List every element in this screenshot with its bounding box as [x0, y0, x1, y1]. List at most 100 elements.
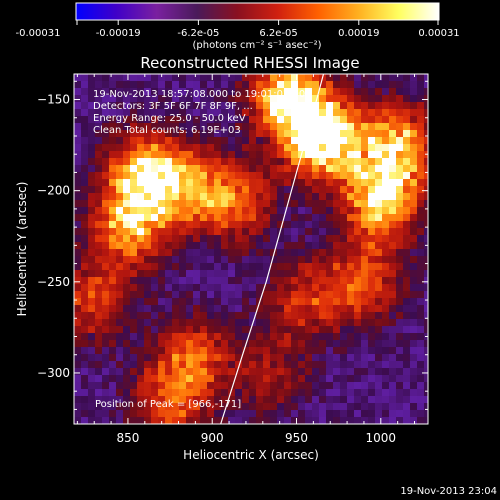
- heatmap-cell: [214, 242, 222, 250]
- heatmap-cell: [277, 403, 285, 411]
- colorbar-tick-labels: -0.00031 -0.00019 -6.2e-05 6.2e-05 0.00019 0.…: [16, 28, 460, 39]
- heatmap-cell: [249, 403, 257, 411]
- heatmap-cell: [298, 326, 306, 334]
- heatmap-cell: [256, 347, 264, 355]
- heatmap-cell: [214, 333, 222, 341]
- heatmap-cell: [291, 396, 299, 404]
- heatmap-cell: [102, 158, 110, 166]
- heatmap-cell: [291, 340, 299, 348]
- heatmap-cell: [88, 95, 96, 103]
- heatmap-cell: [368, 242, 376, 250]
- heatmap-cell: [172, 130, 180, 138]
- heatmap-cell: [221, 221, 229, 229]
- heatmap-cell: [221, 291, 229, 299]
- heatmap-cell: [361, 116, 369, 124]
- heatmap-cell: [235, 249, 243, 257]
- heatmap-cell: [151, 74, 159, 82]
- heatmap-cell: [144, 347, 152, 355]
- heatmap-cell: [242, 347, 250, 355]
- heatmap-cell: [319, 361, 327, 369]
- heatmap-cell: [172, 214, 180, 222]
- heatmap-cell: [417, 221, 425, 229]
- heatmap-cell: [249, 417, 257, 424]
- heatmap-cell: [312, 158, 320, 166]
- heatmap-cell: [95, 326, 103, 334]
- heatmap-cell: [249, 284, 257, 292]
- heatmap-cell: [179, 186, 187, 194]
- heatmap-cell: [417, 305, 425, 313]
- heatmap-cell: [200, 312, 208, 320]
- heatmap-cell: [368, 151, 376, 159]
- heatmap-cell: [417, 235, 425, 243]
- heatmap-cell: [354, 109, 362, 117]
- heatmap-cell: [410, 410, 418, 418]
- heatmap-cell: [333, 95, 341, 103]
- heatmap-cell: [242, 277, 250, 285]
- heatmap-cell: [361, 396, 369, 404]
- heatmap-cell: [144, 109, 152, 117]
- heatmap-cell: [130, 326, 138, 334]
- heatmap-cell: [396, 326, 404, 334]
- heatmap-cell: [172, 361, 180, 369]
- heatmap-cell: [172, 74, 180, 82]
- heatmap-cell: [270, 270, 278, 278]
- heatmap-cell: [242, 214, 250, 222]
- heatmap-cell: [179, 214, 187, 222]
- heatmap-cell: [172, 242, 180, 250]
- heatmap-cell: [256, 312, 264, 320]
- heatmap-cell: [130, 74, 138, 82]
- heatmap-cell: [361, 179, 369, 187]
- heatmap-cell: [172, 298, 180, 306]
- heatmap-cell: [263, 88, 271, 96]
- heatmap-cell: [88, 137, 96, 145]
- heatmap-cell: [354, 326, 362, 334]
- heatmap-cell: [207, 228, 215, 236]
- heatmap-cell: [207, 95, 215, 103]
- heatmap-cell: [200, 102, 208, 110]
- heatmap-cell: [375, 403, 383, 411]
- heatmap-cell: [179, 256, 187, 264]
- heatmap-cell: [396, 291, 404, 299]
- heatmap-cell: [242, 368, 250, 376]
- heatmap-cell: [424, 277, 428, 285]
- heatmap-cell: [109, 417, 117, 424]
- heatmap-cell: [340, 417, 348, 424]
- heatmap-cell: [375, 417, 383, 424]
- heatmap-cell: [123, 284, 131, 292]
- heatmap-cell: [137, 214, 145, 222]
- heatmap-cell: [116, 417, 124, 424]
- heatmap-cell: [284, 179, 292, 187]
- heatmap-cell: [333, 333, 341, 341]
- heatmap-cell: [249, 361, 257, 369]
- heatmap-cell: [410, 102, 418, 110]
- heatmap-cell: [270, 368, 278, 376]
- heatmap-cell: [235, 382, 243, 390]
- heatmap-cell: [375, 200, 383, 208]
- heatmap-cell: [291, 228, 299, 236]
- heatmap-cell: [347, 298, 355, 306]
- heatmap-cell: [396, 263, 404, 271]
- heatmap-cell: [165, 81, 173, 89]
- heatmap-cell: [417, 193, 425, 201]
- heatmap-cell: [158, 361, 166, 369]
- heatmap-cell: [403, 382, 411, 390]
- heatmap-cell: [410, 312, 418, 320]
- heatmap-cell: [74, 242, 82, 250]
- heatmap-cell: [88, 396, 96, 404]
- heatmap-cell: [228, 263, 236, 271]
- heatmap-cell: [305, 74, 313, 82]
- heatmap-cell: [340, 389, 348, 397]
- heatmap-cell: [221, 305, 229, 313]
- heatmap-cell: [298, 368, 306, 376]
- heatmap-cell: [291, 298, 299, 306]
- heatmap-cell: [179, 235, 187, 243]
- heatmap-cell: [249, 368, 257, 376]
- heatmap-cell: [305, 165, 313, 173]
- heatmap-cell: [88, 256, 96, 264]
- heatmap-cell: [74, 305, 82, 313]
- heatmap-cell: [158, 95, 166, 103]
- heatmap-cell: [291, 326, 299, 334]
- heatmap-cell: [207, 200, 215, 208]
- heatmap-cell: [130, 116, 138, 124]
- heatmap-cell: [242, 333, 250, 341]
